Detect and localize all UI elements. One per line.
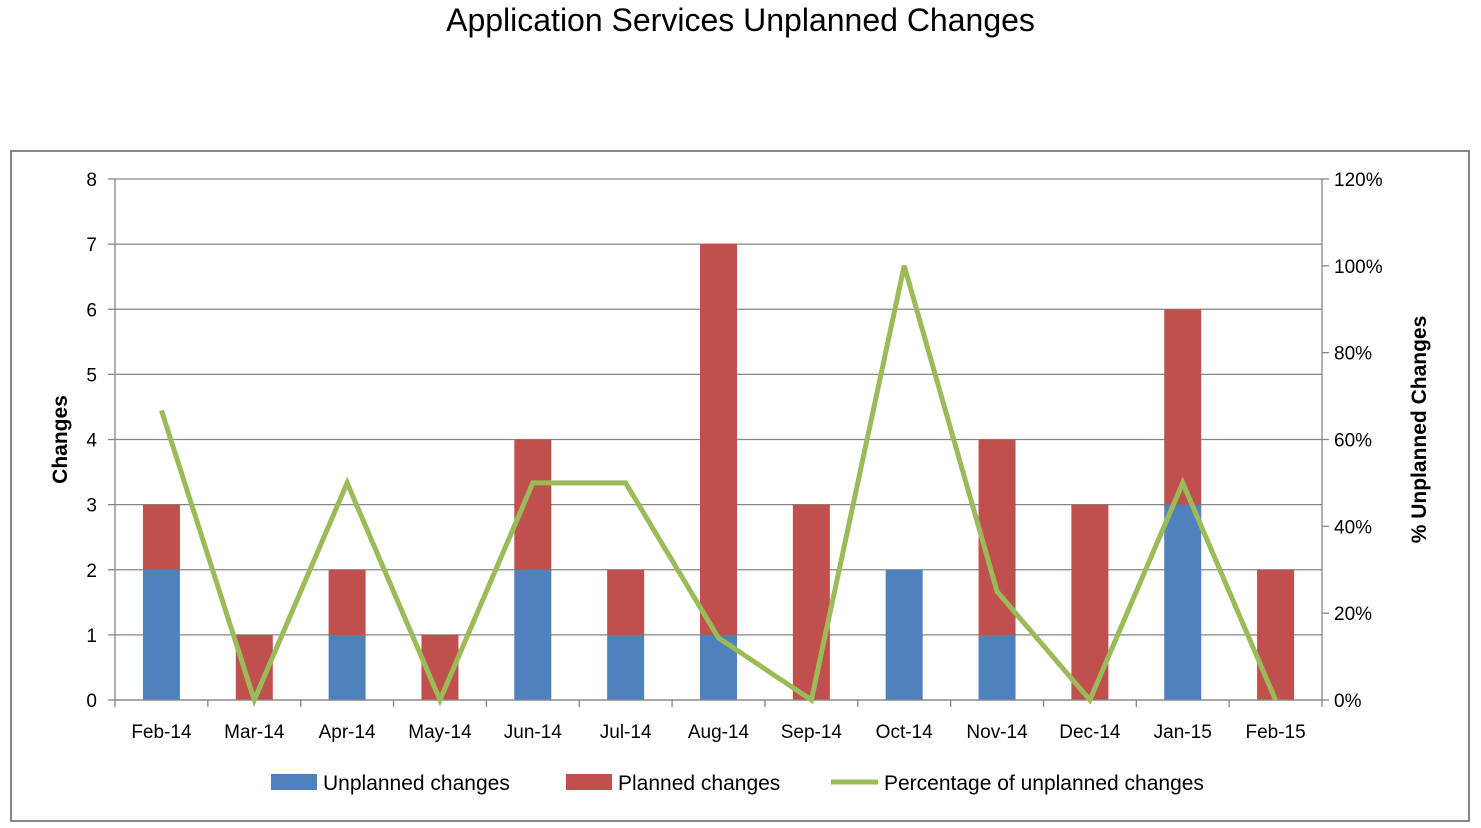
- y2-tick-label: 80%: [1334, 344, 1372, 365]
- x-tick-label: Sep-14: [781, 722, 843, 743]
- legend-label-percentage: Percentage of unplanned changes: [884, 772, 1204, 795]
- bars: [142, 244, 1295, 700]
- x-tick-label: Jan-15: [1154, 722, 1212, 743]
- y-tick-label: 6: [86, 300, 97, 321]
- bar-unplanned: [1164, 504, 1202, 700]
- legend: Unplanned changes Planned changes Percenta…: [271, 772, 1204, 795]
- x-tick-label: May-14: [408, 722, 472, 743]
- legend-swatch-unplanned: [271, 774, 317, 790]
- bar-unplanned: [514, 569, 552, 700]
- x-tick-label: Mar-14: [224, 722, 285, 743]
- chart-title: Application Services Unplanned Changes: [446, 2, 1035, 38]
- y-tick-label: 0: [86, 691, 97, 712]
- y-axis-title: Changes: [49, 395, 72, 484]
- bar-unplanned: [142, 569, 180, 700]
- bar-planned: [1164, 309, 1202, 505]
- y2-tick-label: 120%: [1334, 170, 1383, 191]
- y-tick-label: 8: [86, 170, 97, 191]
- x-tick-label: Jul-14: [600, 722, 652, 743]
- y2-axis-title: % Unplanned Changes: [1408, 316, 1431, 544]
- bar-unplanned: [885, 569, 923, 700]
- bar-planned: [607, 569, 645, 635]
- bar-unplanned: [328, 634, 366, 700]
- y2-tick-label: 20%: [1334, 604, 1372, 625]
- bar-planned: [142, 504, 180, 570]
- y-tick-label: 7: [86, 235, 97, 256]
- y2-tick-label: 40%: [1334, 517, 1372, 538]
- x-tick-label: Nov-14: [966, 722, 1028, 743]
- y2-tick-label: 0%: [1334, 691, 1362, 712]
- x-tick-label: Aug-14: [688, 722, 750, 743]
- y2-tick-label: 100%: [1334, 257, 1383, 278]
- percentage-line: [159, 265, 1278, 708]
- bar-planned: [700, 244, 737, 635]
- bar-planned: [792, 504, 830, 700]
- x-tick-label: Dec-14: [1059, 722, 1121, 743]
- x-tick-label: Oct-14: [876, 722, 933, 743]
- legend-label-planned: Planned changes: [618, 772, 780, 795]
- bar-planned: [1257, 569, 1295, 700]
- axes: [108, 178, 1329, 707]
- legend-label-unplanned: Unplanned changes: [323, 772, 510, 795]
- y-tick-label: 2: [86, 561, 97, 582]
- series-line-percentage: [159, 265, 1278, 708]
- bar-unplanned: [978, 634, 1016, 700]
- bar-unplanned: [607, 634, 645, 700]
- y-tick-label: 4: [86, 431, 97, 452]
- chart-frame: [10, 150, 1470, 822]
- bar-planned: [514, 439, 552, 570]
- x-tick-label: Feb-15: [1245, 722, 1305, 743]
- x-tick-label: Feb-14: [131, 722, 192, 743]
- y-tick-label: 1: [86, 626, 97, 647]
- y-tick-label: 3: [86, 496, 97, 517]
- x-tick-label: Jun-14: [504, 722, 563, 743]
- y-tick-label: 5: [86, 365, 97, 386]
- x-tick-label: Apr-14: [319, 722, 376, 743]
- y2-tick-label: 60%: [1334, 431, 1372, 452]
- legend-swatch-planned: [566, 774, 612, 790]
- bar-planned: [328, 569, 366, 635]
